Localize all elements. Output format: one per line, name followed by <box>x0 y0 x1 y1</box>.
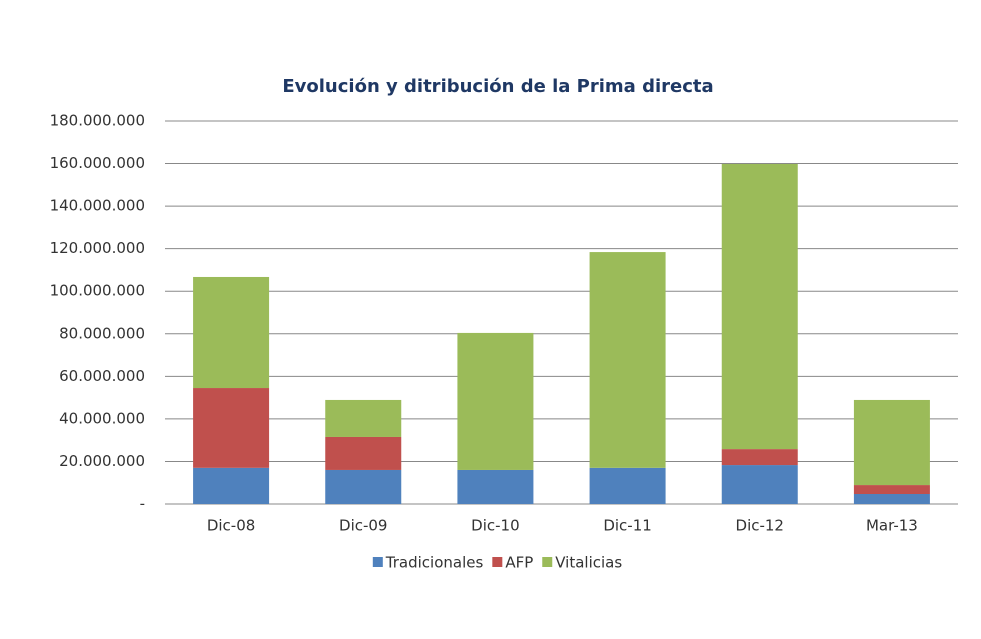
y-tick-label: 40.000.000 <box>59 409 145 427</box>
y-tick-label: 20.000.000 <box>59 452 145 470</box>
bar-segment <box>193 467 270 504</box>
y-tick-label: 140.000.000 <box>50 197 145 215</box>
y-tick-label: 120.000.000 <box>50 239 145 257</box>
x-tick-label: Dic-11 <box>603 517 651 535</box>
legend-swatch <box>492 557 503 567</box>
legend-swatch <box>542 557 553 567</box>
bar-segment <box>457 332 534 470</box>
bar-segment <box>721 163 798 450</box>
bar-segment <box>589 467 666 504</box>
bar-segment <box>721 449 798 466</box>
bar-segment <box>853 493 930 504</box>
bar-segment <box>325 469 402 504</box>
bar-segment <box>589 252 666 468</box>
bar-segment <box>325 399 402 437</box>
bar-segment <box>853 399 930 486</box>
chart-title: Evolución y ditribución de la Prima dire… <box>282 76 713 97</box>
x-tick-label: Dic-10 <box>471 517 519 535</box>
bar-segment <box>325 436 402 470</box>
x-tick-label: Dic-09 <box>339 517 387 535</box>
y-tick-label: 80.000.000 <box>59 324 145 342</box>
y-tick-label: 60.000.000 <box>59 367 145 385</box>
bar-segment <box>193 276 270 389</box>
legend-label: Tradicionales <box>385 554 484 572</box>
bar-segment <box>853 485 930 494</box>
bar-segment <box>193 388 270 468</box>
x-tick-label: Dic-12 <box>736 517 784 535</box>
y-tick-label: 160.000.000 <box>50 154 145 172</box>
y-tick-label: 180.000.000 <box>50 112 145 130</box>
legend-swatch <box>372 557 383 567</box>
y-tick-label: 100.000.000 <box>50 282 145 300</box>
bar-segment <box>457 469 534 504</box>
x-tick-label: Mar-13 <box>866 517 918 535</box>
y-tick-label: - <box>140 495 145 513</box>
x-tick-label: Dic-08 <box>207 517 255 535</box>
legend-label: AFP <box>505 554 533 572</box>
legend-label: Vitalicias <box>555 554 622 572</box>
bar-segment <box>721 465 798 504</box>
